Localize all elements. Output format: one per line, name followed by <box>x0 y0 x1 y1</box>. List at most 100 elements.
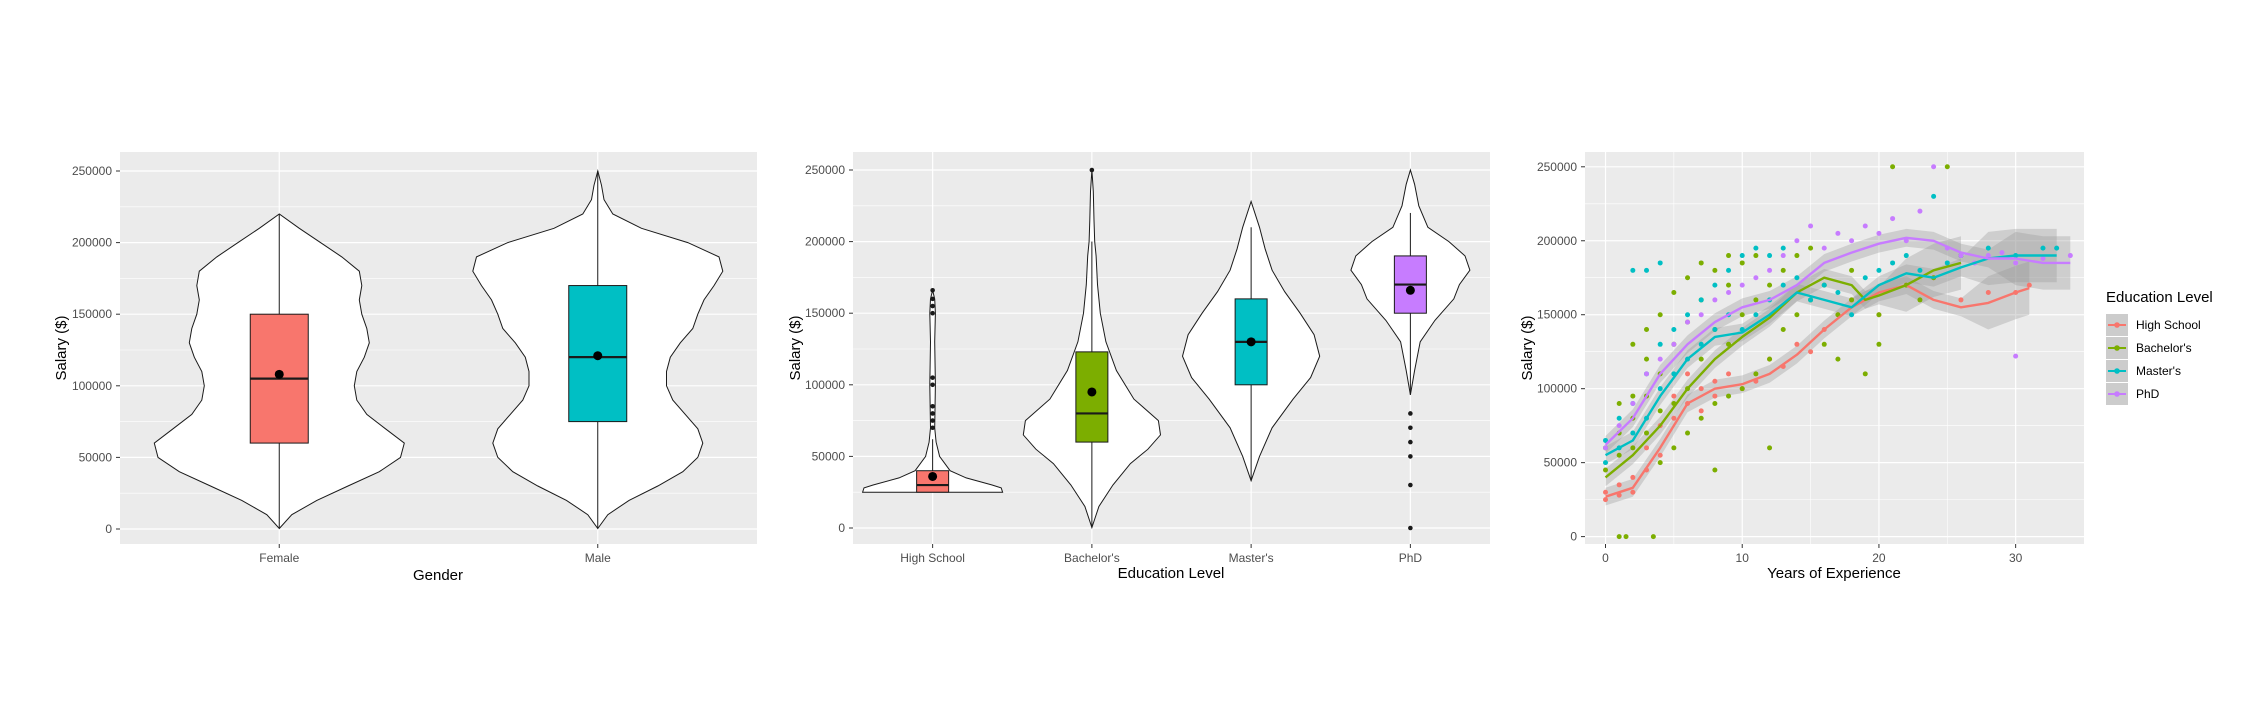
scatter-point <box>1657 260 1663 266</box>
violin-group-phd <box>1350 168 1471 531</box>
y-tick-label: 150000 <box>805 306 845 320</box>
scatter-point <box>1671 341 1677 347</box>
scatter-point <box>1821 341 1827 347</box>
box <box>1075 351 1109 443</box>
scatter-point <box>1739 260 1745 266</box>
violin-marks <box>861 167 1471 531</box>
mean-point <box>274 369 284 379</box>
scatter-point <box>1671 445 1677 451</box>
violin-group-male <box>472 169 724 530</box>
scatter-point <box>1890 164 1896 170</box>
violin-group-master-s <box>1181 199 1321 483</box>
mean-point <box>1405 285 1415 295</box>
scatter-point <box>1698 408 1704 414</box>
outlier-point <box>930 303 935 309</box>
outlier-point <box>930 382 935 388</box>
y-tick-label: 0 <box>838 521 845 535</box>
legend-key-point <box>2114 322 2120 328</box>
scatter-point <box>1931 193 1937 199</box>
confidence-band <box>1605 261 2030 506</box>
y-tick-label: 50000 <box>79 450 113 464</box>
scatter-point <box>1958 253 1964 259</box>
scatter-point <box>1767 356 1773 362</box>
outlier-point <box>930 310 935 316</box>
outlier-point <box>930 411 935 416</box>
scatter-point <box>1753 253 1759 259</box>
y-axis-title: Salary ($) <box>53 315 70 380</box>
scatter-point <box>1999 250 2005 256</box>
scatter-point <box>1712 267 1718 273</box>
x-tick-label: 20 <box>1872 551 1886 565</box>
scatter-point <box>1821 282 1827 288</box>
y-tick-label: 100000 <box>805 378 845 392</box>
scatter-point <box>1917 208 1923 214</box>
scatter-point <box>1616 415 1622 421</box>
scatter-point <box>1657 452 1663 458</box>
x-tick-label: Female <box>259 551 299 565</box>
x-tick-label: 0 <box>1602 551 1609 565</box>
scatter-point <box>1712 467 1718 473</box>
scatter-point <box>1644 430 1650 436</box>
scatter-point <box>1780 253 1786 259</box>
scatter-point <box>1753 245 1759 251</box>
outlier-point <box>930 296 935 302</box>
scatter-point <box>1603 467 1609 473</box>
scatter-point <box>1644 371 1650 377</box>
scatter-point <box>1931 164 1937 170</box>
y-tick-label: 200000 <box>1537 234 1577 248</box>
y-tick-label: 250000 <box>72 164 112 178</box>
x-axis-title: Education Level <box>1118 565 1225 582</box>
scatter-point <box>1698 386 1704 392</box>
x-tick-label: PhD <box>1399 551 1423 565</box>
scatter-point <box>1712 378 1718 384</box>
scatter-point <box>1767 253 1773 259</box>
scatter-point <box>1739 253 1745 259</box>
scatter-point <box>1726 267 1732 273</box>
scatter-point <box>1821 245 1827 251</box>
panel-background <box>1585 152 2084 544</box>
outlier-point <box>930 403 935 409</box>
scatter-point <box>2054 245 2060 251</box>
trend-line <box>1605 283 2030 498</box>
scatter-point <box>1603 445 1609 451</box>
scatter-point <box>1985 253 1991 259</box>
scatter-point <box>1644 327 1650 333</box>
outlier-point <box>1408 525 1413 531</box>
y-tick-label: 150000 <box>1537 308 1577 322</box>
scatter-point <box>1958 297 1964 303</box>
scatter-point <box>1944 164 1950 170</box>
y-tick-label: 50000 <box>1544 456 1578 470</box>
scatter-point <box>1603 497 1609 503</box>
x-tick-label: 10 <box>1736 551 1750 565</box>
x-axis-title: Years of Experience <box>1767 565 1901 582</box>
x-tick-label: 30 <box>2009 551 2023 565</box>
x-tick-label: Master's <box>1229 551 1274 565</box>
scatter-point <box>1644 267 1650 273</box>
legend-item: Master's <box>2106 360 2181 382</box>
scatter-point <box>1657 408 1663 414</box>
scatter-point <box>1903 253 1909 259</box>
legend: Education Level High School Bachelor's Mas… <box>2106 289 2213 405</box>
outlier-point <box>1408 425 1413 431</box>
scatter-point <box>1862 223 1868 229</box>
scatter-point <box>1657 356 1663 362</box>
y-tick-label: 150000 <box>72 307 112 321</box>
scatter-point <box>1794 275 1800 281</box>
education-violin-chart: 0 50000 100000 150000 200000 250000 High Scho… <box>787 152 1490 582</box>
outlier-point <box>1408 482 1413 488</box>
scatter-point <box>1616 400 1622 406</box>
scatter-point <box>1657 460 1663 466</box>
scatter-point <box>1657 341 1663 347</box>
scatter-point <box>1876 267 1882 273</box>
scatter-point <box>1726 282 1732 288</box>
gridlines <box>1585 152 2084 544</box>
scatter-point <box>1698 312 1704 318</box>
violin-marks <box>153 169 724 530</box>
legend-key-point <box>2114 391 2120 397</box>
violin-group-bachelor-s <box>1022 167 1162 530</box>
scatter-point <box>1630 341 1636 347</box>
scatter-point <box>2040 245 2046 251</box>
confidence-band <box>1605 228 2071 454</box>
scatter-point <box>1876 341 1882 347</box>
y-axis-title: Salary ($) <box>1519 315 1536 380</box>
